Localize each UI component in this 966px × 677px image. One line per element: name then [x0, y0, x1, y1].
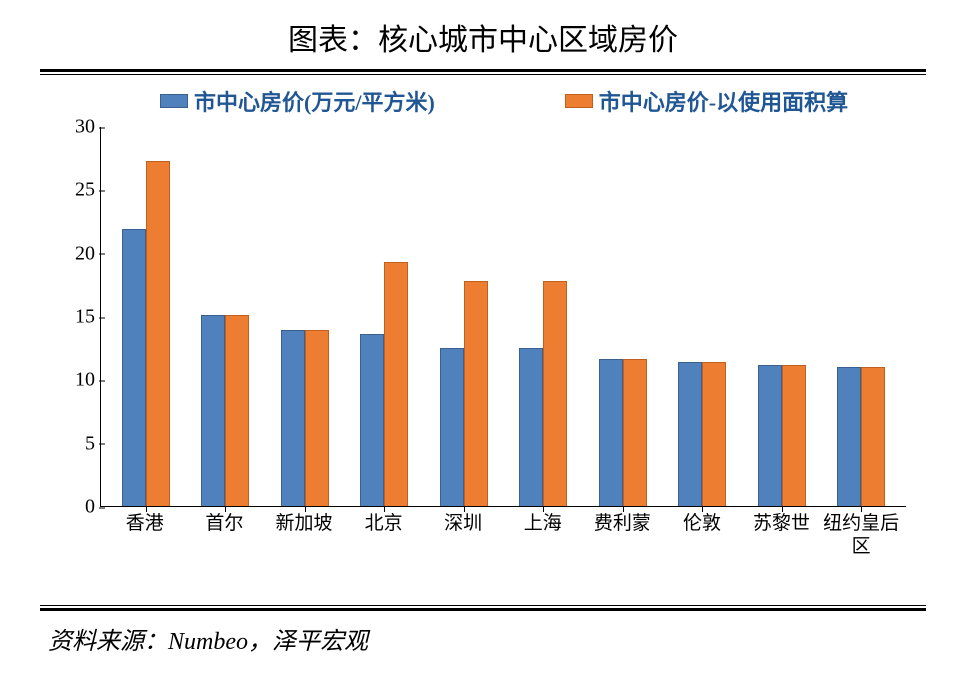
y-tick-label: 10	[55, 369, 95, 392]
plot-region: 051015202530 香港首尔新加坡北京深圳上海费利蒙伦敦苏黎世纽约皇后区	[100, 127, 906, 557]
x-axis-label: 苏黎世	[742, 507, 822, 557]
bar-series1	[440, 348, 464, 506]
bar-series2	[702, 362, 726, 506]
chart-title: 图表：核心城市中心区域房价	[40, 10, 926, 69]
bar-group	[742, 127, 822, 506]
legend-label-2: 市中心房价-以使用面积算	[599, 85, 848, 117]
bar-series2	[225, 315, 249, 506]
bar-series2	[782, 365, 806, 506]
legend-swatch-1	[160, 94, 188, 108]
bar-series2	[384, 262, 408, 506]
bar-series2	[543, 281, 567, 506]
x-axis-label: 伦敦	[662, 507, 742, 557]
bar-series1	[519, 348, 543, 506]
chart-container: 图表：核心城市中心区域房价 市中心房价(万元/平方米) 市中心房价-以使用面积算…	[0, 0, 966, 666]
bar-group	[186, 127, 266, 506]
bar-series2	[146, 161, 170, 506]
bars-region	[100, 127, 906, 507]
divider-top	[40, 69, 926, 75]
x-axis-label: 香港	[105, 507, 185, 557]
legend-swatch-2	[565, 94, 593, 108]
y-tick-label: 25	[55, 179, 95, 202]
y-axis: 051015202530	[55, 127, 95, 507]
bar-series2	[305, 330, 329, 506]
bar-group	[504, 127, 584, 506]
y-tick-label: 15	[55, 306, 95, 329]
source-text: 资料来源：Numbeo，泽平宏观	[40, 611, 926, 656]
bar-group	[345, 127, 425, 506]
bar-group	[424, 127, 504, 506]
bar-series2	[861, 367, 885, 506]
bar-group	[265, 127, 345, 506]
bar-group	[822, 127, 902, 506]
bar-series1	[678, 362, 702, 506]
chart-area: 市中心房价(万元/平方米) 市中心房价-以使用面积算 051015202530 …	[40, 80, 926, 600]
bar-series1	[758, 365, 782, 506]
legend: 市中心房价(万元/平方米) 市中心房价-以使用面积算	[90, 80, 906, 127]
x-axis-label: 北京	[344, 507, 424, 557]
x-labels: 香港首尔新加坡北京深圳上海费利蒙伦敦苏黎世纽约皇后区	[100, 507, 906, 557]
bar-series1	[122, 229, 146, 506]
y-tick-label: 30	[55, 116, 95, 139]
bars-row	[101, 127, 906, 506]
y-tick-label: 5	[55, 432, 95, 455]
legend-item-series2: 市中心房价-以使用面积算	[565, 85, 848, 117]
legend-label-1: 市中心房价(万元/平方米)	[194, 85, 435, 117]
bar-series2	[623, 359, 647, 506]
x-axis-label: 上海	[503, 507, 583, 557]
x-axis-label: 新加坡	[264, 507, 344, 557]
x-axis-label: 纽约皇后区	[821, 507, 901, 557]
legend-item-series1: 市中心房价(万元/平方米)	[160, 85, 435, 117]
bar-series1	[837, 367, 861, 506]
bar-series1	[360, 334, 384, 506]
bar-series1	[201, 315, 225, 506]
bar-group	[106, 127, 186, 506]
bar-group	[583, 127, 663, 506]
x-axis-label: 费利蒙	[583, 507, 663, 557]
x-axis-label: 首尔	[185, 507, 265, 557]
y-tick-label: 0	[55, 496, 95, 519]
bar-series1	[599, 359, 623, 506]
bar-group	[663, 127, 743, 506]
x-axis-label: 深圳	[423, 507, 503, 557]
y-tick-label: 20	[55, 242, 95, 265]
bar-series1	[281, 330, 305, 506]
bar-series2	[464, 281, 488, 506]
